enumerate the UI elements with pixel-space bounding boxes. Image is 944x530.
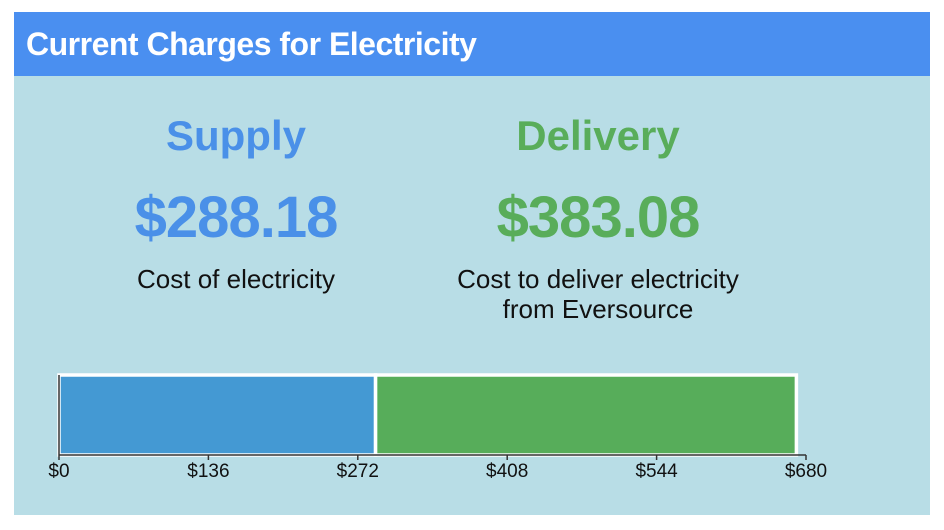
summary-panel: Delivery $383.08 Cost to deliver electrici… [418,112,778,324]
bar-segment [373,373,799,457]
x-tick-label: $0 [48,461,69,482]
x-tick-label: $136 [187,461,229,482]
x-tick-label: $544 [635,461,678,482]
header-title: Current Charges for Electricity [26,26,477,62]
summary-description: Cost of electricity [137,264,335,294]
bar-segment [57,373,378,457]
summary-name: Supply [165,112,306,159]
x-tick-label: $680 [785,461,827,482]
summary-name: Delivery [516,112,680,159]
summary-amount: $288.18 [134,185,339,250]
summary-amount: $383.08 [496,185,701,250]
summary-description: Cost to deliver electricity from Eversou… [457,264,739,324]
x-tick-label: $272 [337,461,379,482]
header: Current Charges for Electricity [14,12,930,76]
summary-panel: Supply $288.18 Cost of electricity [56,112,416,294]
x-tick-label: $408 [486,461,528,482]
